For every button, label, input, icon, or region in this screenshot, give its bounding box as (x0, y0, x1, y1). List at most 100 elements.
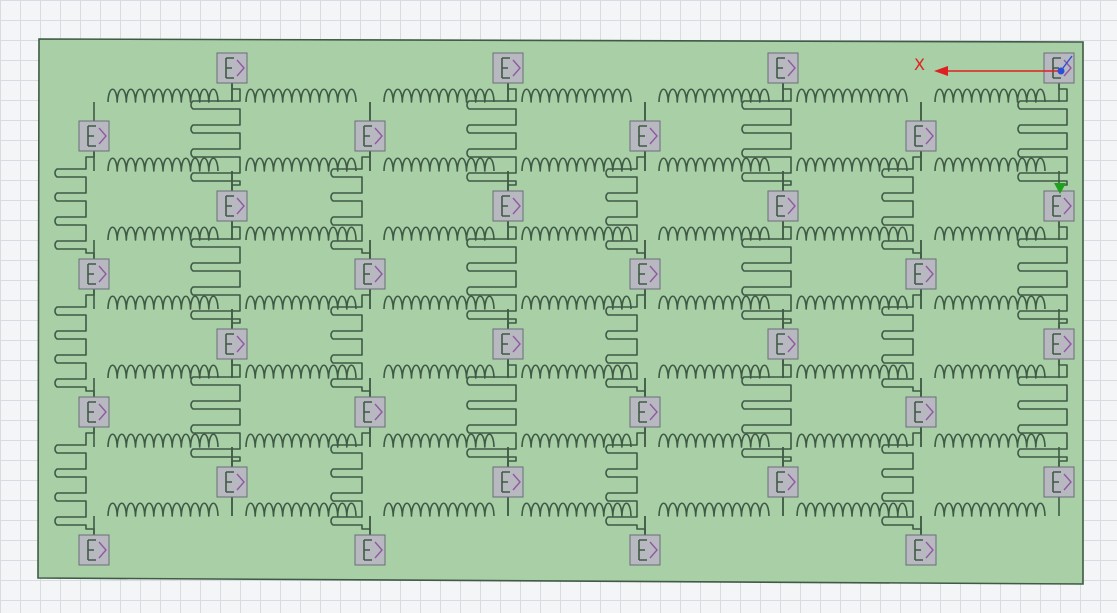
qubit-junction (914, 539, 923, 561)
qubit-coupler-pad (98, 541, 107, 559)
qubit-junction (638, 539, 647, 561)
qubit-junction (363, 125, 372, 147)
coupler-resonator (383, 88, 495, 103)
coupler-resonator (521, 295, 632, 310)
meander-resonator (1017, 84, 1068, 190)
chip-substrate[interactable] (37, 38, 1084, 585)
coupler-resonator (107, 433, 219, 448)
meander-resonator (466, 84, 517, 190)
meander-resonator (54, 152, 95, 258)
qubit-junction (87, 539, 96, 561)
qubit-pocket (216, 190, 248, 222)
coupler-resonator (245, 157, 357, 172)
qubit-coupler-pad (649, 265, 658, 283)
qubit-pocket (354, 120, 386, 152)
qubit-coupler-pad (512, 59, 521, 77)
coupler-resonator (107, 88, 219, 103)
qubit-pocket (492, 190, 524, 222)
meander-resonator (1017, 222, 1068, 328)
coupler-resonator (245, 502, 357, 517)
qubit-pocket (767, 328, 799, 360)
substrate-outline (37, 38, 1084, 585)
qubit-coupler-pad (787, 59, 796, 77)
meander-resonator (881, 290, 922, 396)
coupler-resonator (521, 88, 632, 103)
coupler-resonator (521, 502, 632, 517)
coupler-resonator (796, 157, 908, 172)
qubit-junction (363, 263, 372, 285)
meander-resonator (741, 222, 792, 328)
qubit-coupler-pad (236, 197, 245, 215)
qubit-coupler-pad (374, 127, 383, 145)
qubit-pocket (1043, 52, 1075, 84)
coordinate-triad: X (914, 55, 1073, 194)
coupler-resonator (245, 364, 357, 379)
qubit-junction (776, 471, 785, 493)
qubit-junction (1052, 471, 1061, 493)
qubit-pocket (354, 258, 386, 290)
coupler-resonator (521, 157, 632, 172)
qubit-coupler-pad (649, 541, 658, 559)
coupler-resonator (521, 226, 632, 241)
qubit-coupler-pad (512, 473, 521, 491)
qubit-pocket (905, 258, 937, 290)
qubit-coupler-pad (98, 127, 107, 145)
qubit-pocket (767, 190, 799, 222)
qubit-pocket (492, 52, 524, 84)
meander-resonator (605, 290, 646, 396)
qubit-junction (501, 333, 510, 355)
qubit-pocket (629, 258, 661, 290)
triad-origin (1057, 67, 1065, 75)
qubit-junction (363, 539, 372, 561)
qubit-layer (78, 52, 1075, 566)
qubit-pocket (905, 534, 937, 566)
coupler-resonator (658, 157, 770, 172)
qubit-pocket (354, 396, 386, 428)
coupler-resonator (383, 502, 495, 517)
qubit-junction (914, 263, 923, 285)
coupler-resonator (934, 226, 1046, 241)
coupler-resonator (934, 157, 1046, 172)
qubit-coupler-pad (925, 127, 934, 145)
x-axis-label: X (914, 55, 925, 74)
meander-resonator (54, 428, 95, 534)
qubit-coupler-pad (374, 541, 383, 559)
qubit-pocket (216, 466, 248, 498)
coupler-resonator (934, 364, 1046, 379)
qubit-pocket (492, 466, 524, 498)
meander-resonator (881, 428, 922, 534)
qubit-coupler-pad (787, 473, 796, 491)
coupler-resonator (245, 295, 357, 310)
qubit-junction (914, 401, 923, 423)
qubit-coupler-pad (925, 403, 934, 421)
meander-resonator (741, 84, 792, 190)
qubit-coupler-pad (787, 335, 796, 353)
qubit-pocket (492, 328, 524, 360)
coupler-resonator (658, 295, 770, 310)
meander-resonator (1017, 360, 1068, 466)
coupler-resonator (107, 226, 219, 241)
coupler-resonator (107, 502, 219, 517)
qubit-coupler-pad (98, 403, 107, 421)
meander-resonator (330, 428, 371, 534)
coupler-resonator (383, 364, 495, 379)
coupler-resonator (245, 226, 357, 241)
coupler-resonator (245, 433, 357, 448)
resonator-layer (54, 82, 1068, 536)
qubit-coupler-pad (374, 403, 383, 421)
coupler-resonator (107, 364, 219, 379)
qubit-junction (225, 195, 234, 217)
qubit-junction (225, 471, 234, 493)
qubit-junction (638, 263, 647, 285)
coupler-resonator (383, 295, 495, 310)
qubit-junction (501, 57, 510, 79)
coupler-resonator (796, 502, 908, 517)
coupler-resonator (383, 157, 495, 172)
qubit-pocket (1043, 328, 1075, 360)
meander-resonator (741, 360, 792, 466)
qubit-junction (776, 57, 785, 79)
qubit-junction (776, 195, 785, 217)
qubit-coupler-pad (512, 197, 521, 215)
coupler-resonator (796, 88, 908, 103)
